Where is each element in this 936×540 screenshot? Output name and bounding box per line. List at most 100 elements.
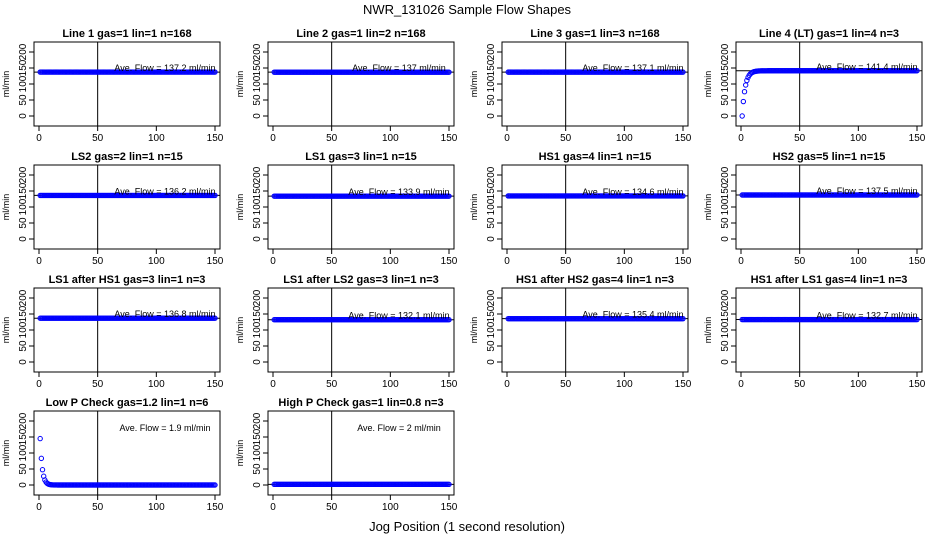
y-tick-label: 150 [252,305,263,322]
y-tick-label: 50 [18,94,29,106]
y-tick-label: 0 [720,236,731,242]
average-flow-annotation: Ave. Flow = 137 ml/min [352,63,446,73]
x-tick-label: 150 [441,379,458,390]
panel: HS1 after HS2 gas=4 lin=1 n=30 50 100 15005… [469,274,692,390]
y-tick-label: 150 [252,428,263,445]
y-tick-label: 50 [18,340,29,352]
x-tick-label: 150 [441,256,458,267]
x-tick-label: 150 [441,133,458,144]
y-tick-label: 50 [18,217,29,229]
data-point [742,82,749,88]
y-axis-label: ml/min [1,71,11,98]
y-tick-label: 0 [252,236,263,242]
average-flow-annotation: Ave. Flow = 132.7 ml/min [816,311,917,321]
y-axis-label: ml/min [1,194,11,221]
y-tick-label: 0 [486,236,497,242]
figure-xlabel: Jog Position (1 second resolution) [369,519,565,534]
y-tick-label: 50 [486,340,497,352]
y-tick-label: 50 [720,94,731,106]
x-tick-label: 100 [382,256,399,267]
panel-title: HS1 gas=4 lin=1 n=15 [539,151,652,163]
data-point [446,69,452,75]
y-tick-label: 100 [18,444,29,461]
x-tick-label: 0 [270,256,276,267]
average-flow-annotation: Ave. Flow = 1.9 ml/min [119,423,210,433]
x-tick-label: 50 [326,379,338,390]
x-tick-label: 150 [909,133,926,144]
y-tick-label: 150 [486,182,497,199]
y-tick-label: 50 [720,340,731,352]
y-tick-label: 100 [720,75,731,92]
x-tick-label: 150 [207,256,224,267]
average-flow-annotation: Ave. Flow = 2 ml/min [357,423,441,433]
y-tick-label: 0 [720,113,731,119]
panel-title: LS1 after LS2 gas=3 lin=1 n=3 [283,274,439,286]
x-tick-label: 0 [504,379,510,390]
x-tick-label: 150 [909,256,926,267]
x-tick-label: 100 [850,256,867,267]
data-point [446,193,452,199]
plot-frame [33,41,221,127]
y-tick-label: 150 [720,305,731,322]
data-point [680,69,686,75]
panel: Line 4 (LT) gas=1 lin=4 n=30 50 100 1500501… [703,28,926,144]
y-tick-label: 150 [18,182,29,199]
data-point [914,192,920,198]
x-tick-label: 50 [326,502,338,513]
average-flow-annotation: Ave. Flow = 136.2 ml/min [114,186,215,196]
y-tick-label: 200 [720,166,731,183]
y-tick-label: 50 [486,94,497,106]
x-tick-label: 50 [92,256,104,267]
y-tick-label: 150 [252,182,263,199]
y-tick-label: 50 [252,340,263,352]
y-tick-label: 100 [486,321,497,338]
x-tick-label: 0 [270,502,276,513]
y-tick-label: 200 [252,43,263,60]
data-point [212,315,218,321]
y-tick-label: 100 [252,198,263,215]
x-tick-label: 0 [738,256,744,267]
panel-title: LS1 after HS1 gas=3 lin=1 n=3 [49,274,206,286]
y-tick-label: 200 [720,289,731,306]
x-tick-label: 50 [92,502,104,513]
y-axis-label: ml/min [469,317,479,344]
average-flow-annotation: Ave. Flow = 135.4 ml/min [582,310,683,320]
x-tick-label: 150 [441,502,458,513]
y-tick-label: 200 [252,289,263,306]
y-axis-label: ml/min [235,194,245,221]
plot-frame [33,164,221,250]
average-flow-annotation: Ave. Flow = 137.2 ml/min [114,63,215,73]
x-tick-label: 0 [270,133,276,144]
y-tick-label: 200 [18,289,29,306]
x-tick-label: 50 [560,256,572,267]
y-tick-label: 100 [18,321,29,338]
y-tick-label: 200 [252,166,263,183]
panel: HS1 gas=4 lin=1 n=150 50 100 15005010015020… [469,151,692,267]
data-point [739,113,745,119]
panel: HS2 gas=5 lin=1 n=150 50 100 15005010015020… [703,151,926,267]
y-axis-label: ml/min [235,440,245,467]
y-tick-label: 50 [720,217,731,229]
x-tick-label: 100 [616,256,633,267]
x-tick-label: 0 [738,379,744,390]
y-tick-label: 50 [18,463,29,475]
x-tick-label: 100 [850,133,867,144]
panel-title: HS1 after LS1 gas=4 lin=1 n=3 [751,274,908,286]
y-tick-label: 50 [252,94,263,106]
y-tick-label: 100 [486,198,497,215]
x-tick-label: 100 [382,133,399,144]
plot-frame [735,287,923,373]
data-point [914,68,920,74]
x-tick-label: 50 [92,379,104,390]
x-tick-label: 50 [92,133,104,144]
y-axis-label: ml/min [1,440,11,467]
plot-frame [501,41,689,127]
average-flow-annotation: Ave. Flow = 136.8 ml/min [114,309,215,319]
y-tick-label: 100 [252,321,263,338]
y-tick-label: 100 [252,444,263,461]
y-tick-label: 200 [720,43,731,60]
panel: Low P Check gas=1.2 lin=1 n=60 50 100 15005… [1,397,224,513]
